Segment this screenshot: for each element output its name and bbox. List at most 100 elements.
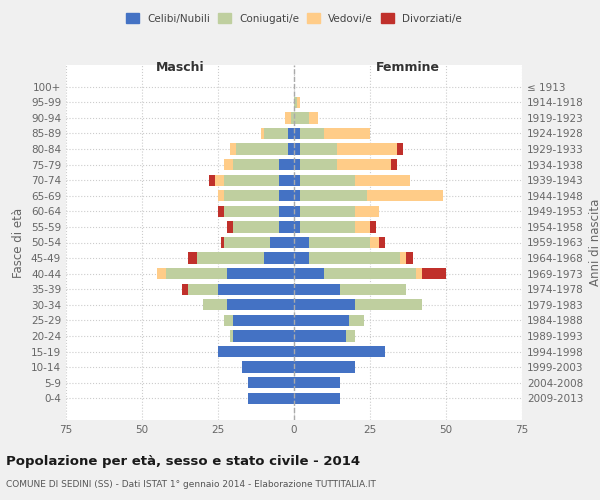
Bar (367, 190, 443, 202)
Bar (294, 377, 340, 388)
Bar (230, 144, 236, 154)
Bar (309, 252, 400, 264)
Bar (188, 252, 197, 264)
Bar (227, 222, 233, 232)
Bar (309, 237, 370, 248)
Bar (279, 190, 294, 202)
Bar (297, 96, 300, 108)
Bar (224, 206, 279, 217)
Bar (248, 392, 294, 404)
Bar (218, 284, 294, 295)
Bar (416, 268, 422, 280)
Bar (337, 144, 397, 154)
Bar (294, 159, 300, 170)
Bar (422, 268, 446, 280)
Bar (355, 206, 379, 217)
Bar (233, 330, 294, 342)
Bar (349, 315, 364, 326)
Bar (294, 346, 385, 357)
Bar (400, 252, 406, 264)
Bar (300, 206, 355, 217)
Bar (218, 346, 294, 357)
Bar (166, 268, 227, 280)
Y-axis label: Anni di nascita: Anni di nascita (589, 199, 600, 286)
Bar (294, 284, 340, 295)
Bar (294, 174, 300, 186)
Bar (294, 128, 300, 139)
Bar (182, 284, 188, 295)
Bar (279, 174, 294, 186)
Bar (355, 174, 410, 186)
Bar (197, 252, 263, 264)
Bar (309, 112, 319, 124)
Bar (294, 237, 309, 248)
Bar (188, 284, 218, 295)
Bar (269, 237, 294, 248)
Text: Femmine: Femmine (376, 62, 440, 74)
Bar (294, 112, 309, 124)
Bar (294, 330, 346, 342)
Bar (294, 144, 300, 154)
Bar (370, 222, 376, 232)
Bar (291, 112, 294, 124)
Bar (233, 159, 279, 170)
Bar (218, 190, 224, 202)
Bar (294, 299, 355, 310)
Bar (294, 222, 300, 232)
Bar (406, 252, 413, 264)
Bar (224, 315, 233, 326)
Bar (391, 159, 397, 170)
Bar (294, 252, 309, 264)
Bar (242, 362, 294, 372)
Bar (379, 237, 385, 248)
Y-axis label: Fasce di età: Fasce di età (13, 208, 25, 278)
Text: Popolazione per età, sesso e stato civile - 2014: Popolazione per età, sesso e stato civil… (6, 455, 360, 468)
Bar (288, 128, 294, 139)
Bar (355, 222, 370, 232)
Bar (203, 299, 227, 310)
Bar (233, 315, 294, 326)
Bar (325, 128, 370, 139)
Bar (337, 159, 391, 170)
Bar (294, 362, 355, 372)
Bar (279, 159, 294, 170)
Bar (370, 237, 379, 248)
Bar (294, 392, 340, 404)
Bar (294, 268, 325, 280)
Bar (397, 144, 403, 154)
Bar (224, 237, 269, 248)
Bar (294, 206, 300, 217)
Bar (221, 237, 224, 248)
Legend: Celibi/Nubili, Coniugati/e, Vedovi/e, Divorziati/e: Celibi/Nubili, Coniugati/e, Vedovi/e, Di… (126, 14, 462, 24)
Bar (248, 377, 294, 388)
Bar (233, 222, 279, 232)
Bar (157, 268, 166, 280)
Bar (218, 206, 224, 217)
Bar (300, 190, 367, 202)
Bar (224, 159, 233, 170)
Bar (294, 190, 300, 202)
Bar (346, 330, 355, 342)
Bar (300, 222, 355, 232)
Bar (300, 159, 337, 170)
Bar (294, 96, 297, 108)
Bar (236, 144, 288, 154)
Bar (224, 190, 279, 202)
Bar (279, 222, 294, 232)
Text: COMUNE DI SEDINI (SS) - Dati ISTAT 1° gennaio 2014 - Elaborazione TUTTITALIA.IT: COMUNE DI SEDINI (SS) - Dati ISTAT 1° ge… (6, 480, 376, 489)
Bar (288, 144, 294, 154)
Bar (300, 128, 325, 139)
Bar (227, 268, 294, 280)
Bar (294, 315, 349, 326)
Bar (263, 252, 294, 264)
Bar (227, 299, 294, 310)
Bar (285, 112, 291, 124)
Bar (355, 299, 422, 310)
Bar (209, 174, 215, 186)
Bar (300, 174, 355, 186)
Bar (325, 268, 416, 280)
Bar (230, 330, 233, 342)
Bar (300, 144, 337, 154)
Bar (215, 174, 224, 186)
Bar (263, 128, 288, 139)
